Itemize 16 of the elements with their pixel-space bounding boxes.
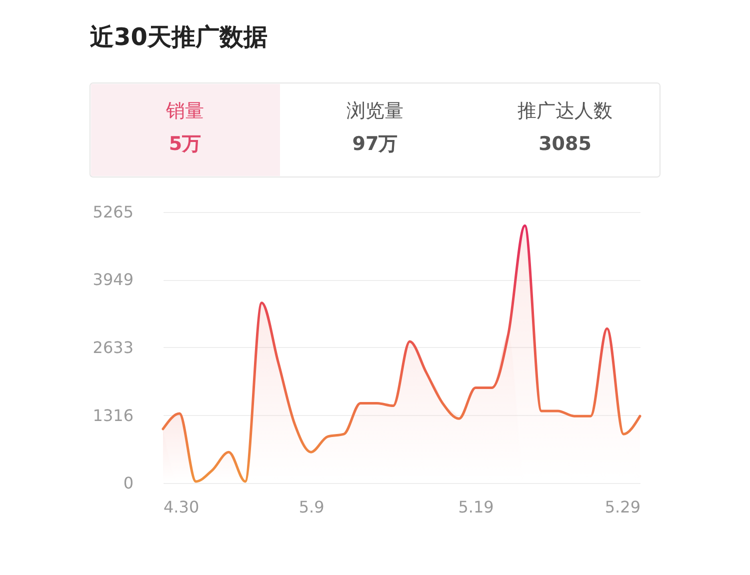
y-tick-label: 1316 bbox=[92, 406, 134, 425]
x-tick-label: 4.30 bbox=[164, 498, 200, 516]
y-tick-label: 0 bbox=[123, 474, 134, 492]
y-tick-label: 2633 bbox=[92, 338, 134, 357]
x-tick-label: 5.9 bbox=[298, 498, 324, 516]
text: 销量 bbox=[165, 100, 204, 122]
text: 推广达人数 bbox=[518, 100, 612, 122]
text: 3085 bbox=[538, 133, 592, 155]
chart-title: 近30天推广数据 bbox=[90, 23, 268, 51]
text: 浏览量 bbox=[346, 100, 404, 122]
x-tick-label: 5.19 bbox=[458, 498, 494, 516]
text: 97万 bbox=[352, 133, 398, 155]
text: 5万 bbox=[168, 133, 202, 155]
x-tick-label: 5.29 bbox=[604, 498, 640, 516]
y-tick-label: 3949 bbox=[92, 270, 134, 290]
y-tick-label: 5265 bbox=[92, 202, 134, 222]
